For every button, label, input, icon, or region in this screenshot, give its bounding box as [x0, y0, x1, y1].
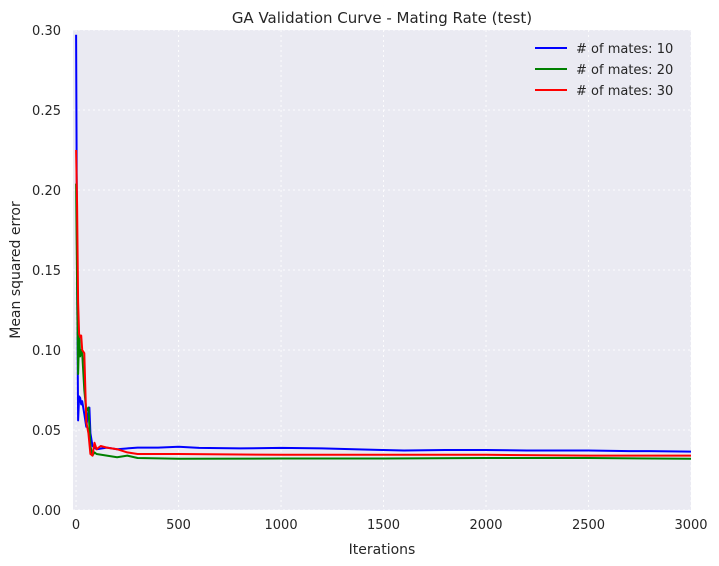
y-tick-label: 0.15 — [32, 264, 61, 279]
y-tick-label: 0.00 — [32, 504, 61, 519]
series-line-3 — [75, 149, 691, 457]
y-tick-label: 0.20 — [32, 184, 61, 199]
x-tick-label: 2500 — [572, 518, 605, 533]
grid — [73, 29, 692, 511]
x-tick-label: 500 — [166, 518, 191, 533]
x-tick-label: 3000 — [674, 518, 707, 533]
y-tick-label: 0.25 — [32, 104, 61, 119]
y-axis-ticks: 0.00 0.05 0.10 0.15 0.20 0.25 0.30 — [32, 24, 61, 519]
series-line-1 — [75, 34, 692, 453]
series-lines — [75, 34, 692, 460]
legend-label-1: # of mates: 10 — [576, 42, 673, 57]
y-tick-label: 0.30 — [32, 24, 61, 39]
y-tick-label: 0.10 — [32, 344, 61, 359]
x-axis-title: Iterations — [349, 542, 416, 558]
legend-label-2: # of mates: 20 — [576, 63, 673, 78]
y-axis-title: Mean squared error — [8, 201, 24, 339]
x-tick-label: 1500 — [367, 518, 400, 533]
chart-title: GA Validation Curve - Mating Rate (test) — [232, 9, 532, 27]
legend: # of mates: 10 # of mates: 20 # of mates: … — [535, 42, 673, 99]
x-tick-label: 1000 — [265, 518, 298, 533]
legend-label-3: # of mates: 30 — [576, 84, 673, 99]
x-tick-label: 0 — [72, 518, 80, 533]
x-axis-ticks: 0 500 1000 1500 2000 2500 3000 — [72, 518, 708, 533]
y-tick-label: 0.05 — [32, 424, 61, 439]
x-tick-label: 2000 — [469, 518, 502, 533]
